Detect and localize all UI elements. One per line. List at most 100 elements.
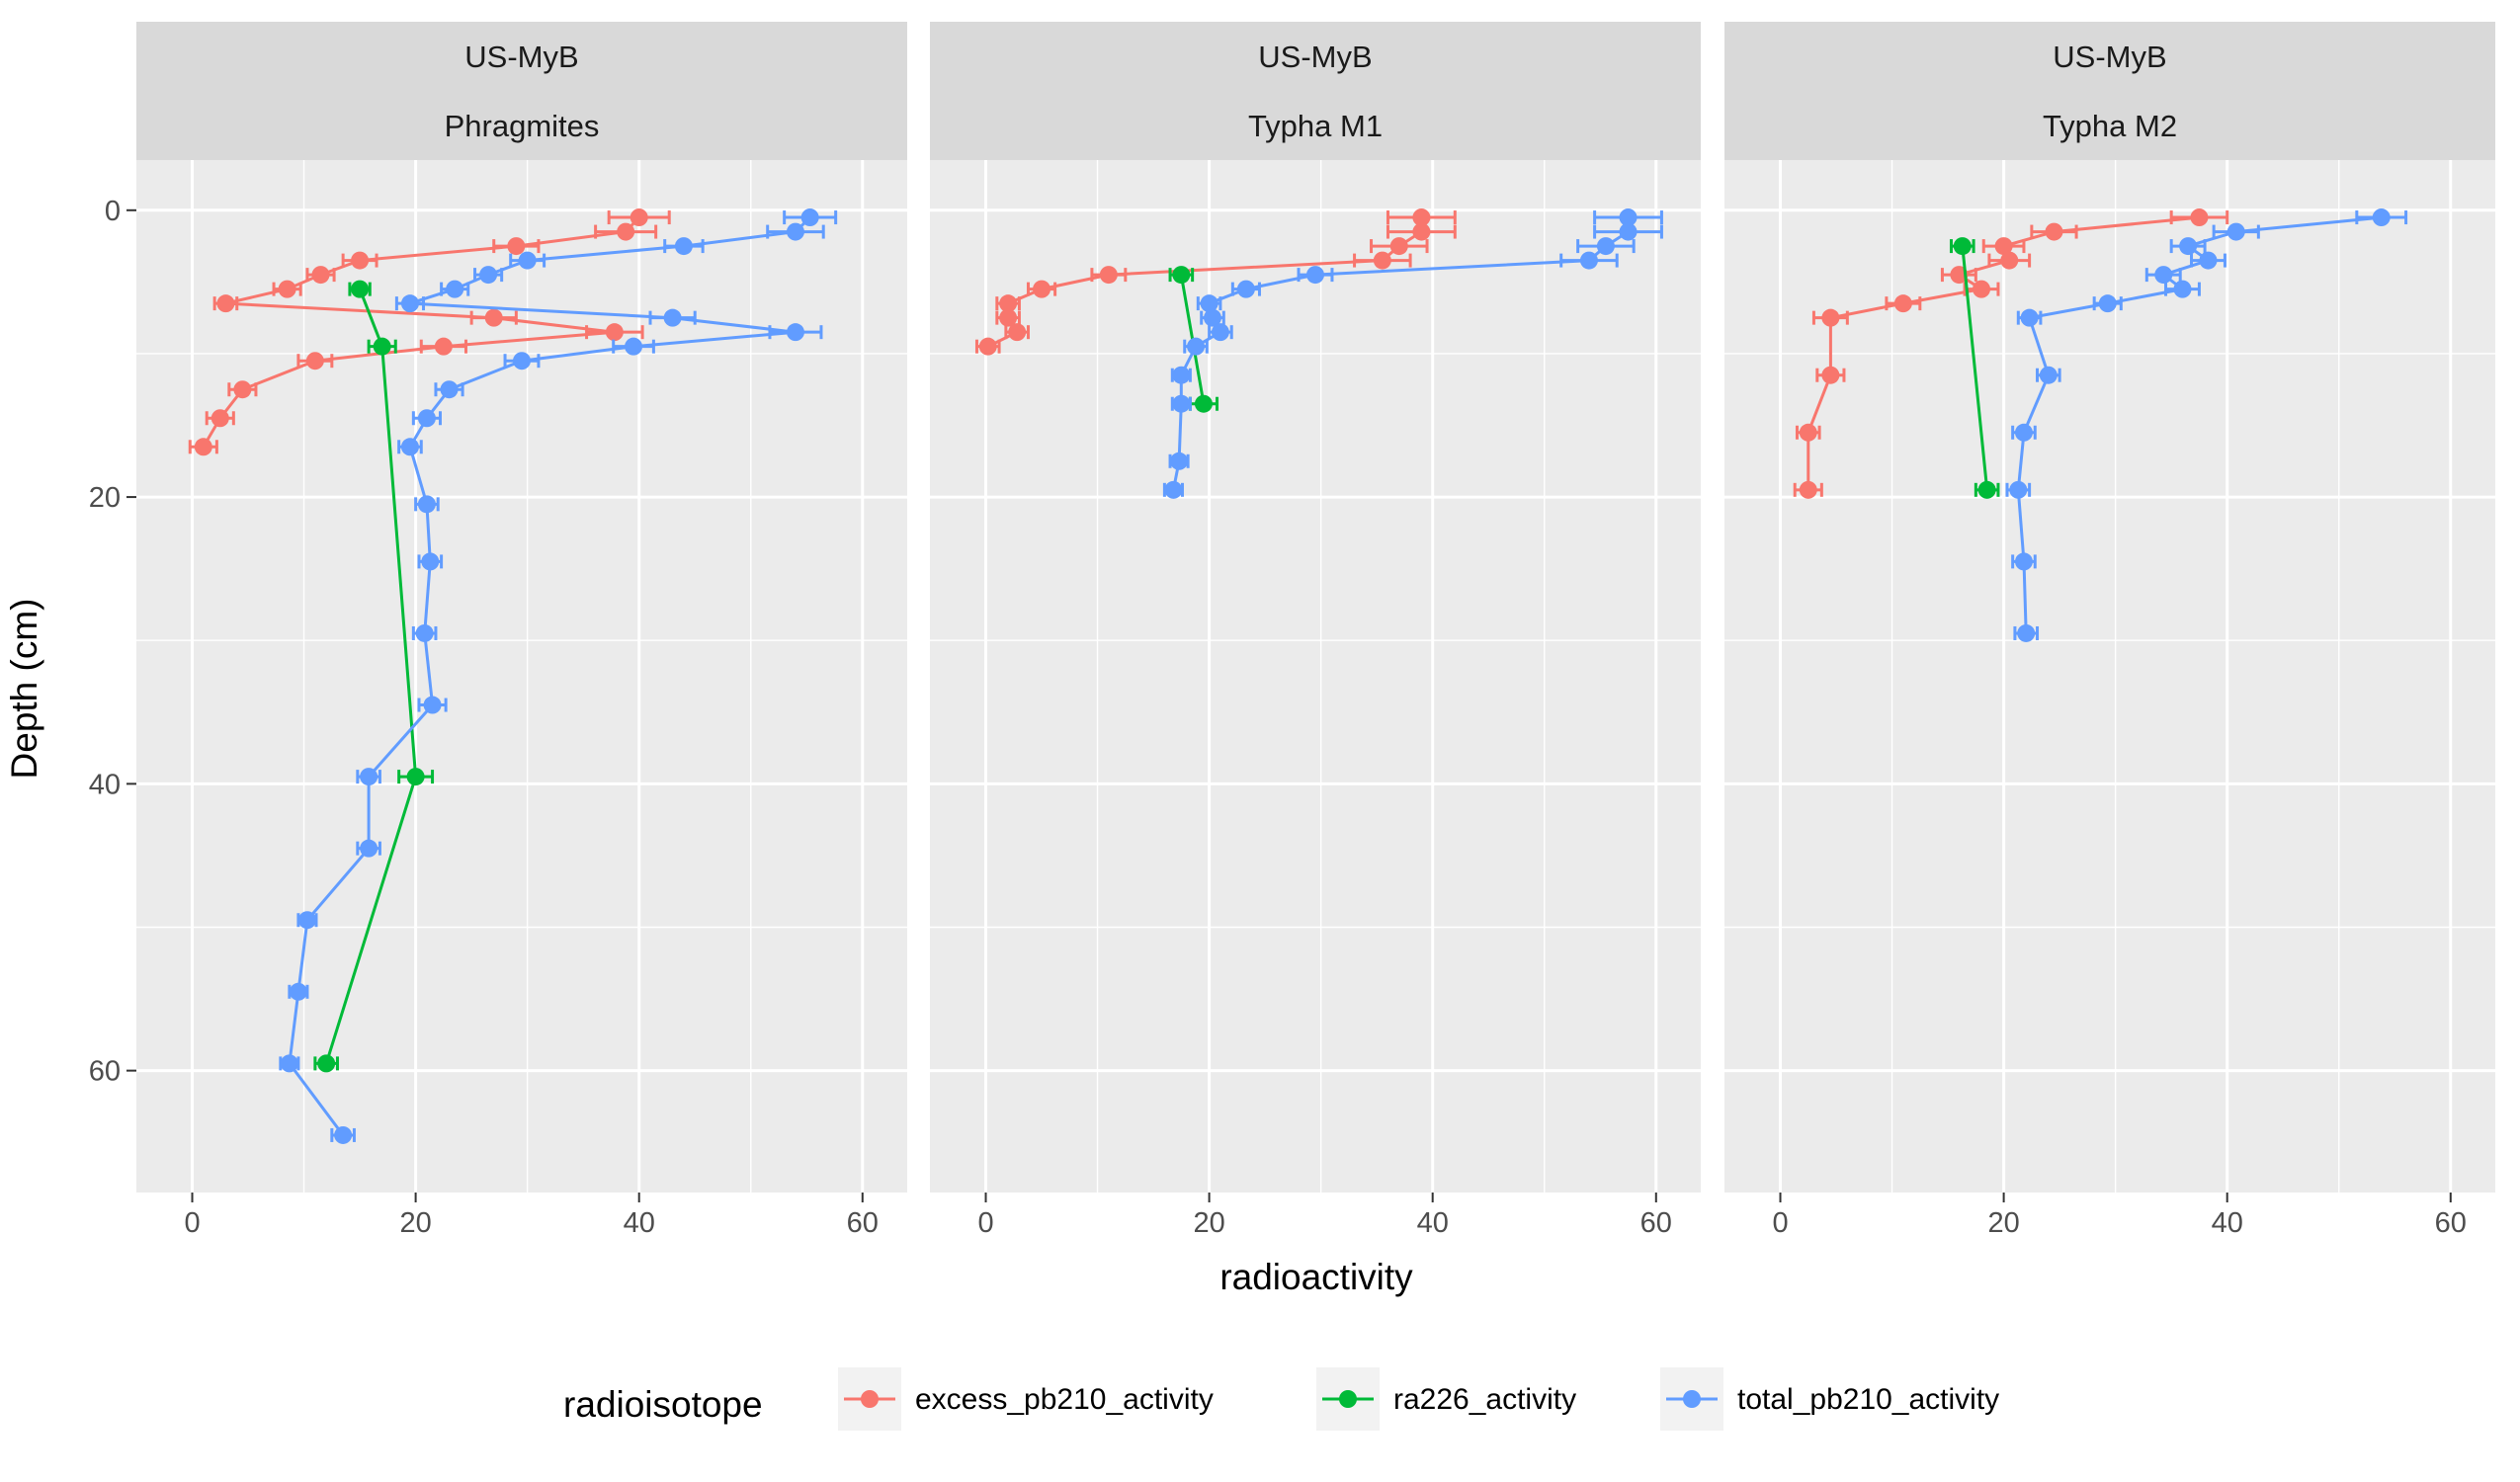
data-point [289, 982, 307, 1001]
data-point [278, 280, 296, 298]
strip-top-bg [930, 22, 1701, 91]
data-point [1373, 251, 1391, 270]
data-point [2017, 623, 2036, 642]
strip-top-bg [1724, 22, 2495, 91]
data-point [2154, 266, 2173, 285]
legend-label: total_pb210_activity [1737, 1383, 1999, 1416]
data-point [1172, 394, 1191, 413]
data-point [1008, 323, 1027, 342]
x-tick-label: 20 [399, 1207, 431, 1239]
x-tick-label: 40 [1417, 1207, 1449, 1239]
data-point [440, 380, 459, 399]
data-point [1799, 423, 1817, 442]
legend-label: ra226_activity [1393, 1383, 1576, 1416]
facet-panel-3: US-MyB Typha M2 0 20 40 60 [1724, 22, 2495, 1239]
data-point [2173, 280, 2192, 298]
series-line [1961, 245, 1989, 490]
strip-bottom-label: Phragmites [445, 109, 600, 143]
data-point [210, 409, 229, 428]
data-point [625, 337, 643, 356]
x-tick-label: 40 [624, 1207, 655, 1239]
legend-label: excess_pb210_activity [915, 1383, 1214, 1416]
data-point [216, 294, 235, 313]
data-point [2179, 237, 2198, 256]
data-point [786, 323, 804, 342]
data-point [2020, 308, 2039, 327]
data-point [2000, 251, 2019, 270]
legend: radioisotope excess_pb210_activity ra226_a… [563, 1367, 1999, 1431]
series-total_pb210_activity [2005, 208, 2408, 642]
data-point [1172, 266, 1191, 285]
data-point [2014, 423, 2033, 442]
data-point [513, 352, 531, 370]
x-tick-label: 60 [847, 1207, 879, 1239]
data-point [334, 1125, 353, 1144]
data-point [1412, 222, 1431, 241]
strip-bottom-label: Typha M1 [1248, 109, 1383, 143]
strip-top-label: US-MyB [2053, 40, 2166, 74]
data-point [507, 237, 526, 256]
data-point [373, 337, 391, 356]
y-tick-label: 20 [89, 482, 121, 514]
facet-panel-1: US-MyB Phragmites 0 20 40 60 0 20 40 60 [89, 22, 907, 1239]
data-point [2190, 208, 2209, 227]
data-point [446, 280, 464, 298]
data-point [1619, 222, 1638, 241]
x-tick-label: 0 [977, 1207, 993, 1239]
data-point [417, 409, 436, 428]
x-tick-label: 0 [184, 1207, 200, 1239]
data-point [280, 1054, 298, 1073]
data-point [351, 280, 370, 298]
y-tick-label: 0 [105, 196, 121, 227]
data-point [999, 294, 1018, 313]
data-point [2009, 480, 2028, 499]
data-point [1306, 266, 1324, 285]
data-point [194, 438, 212, 456]
data-point [2199, 251, 2218, 270]
data-point [417, 495, 436, 514]
series-ra226_activity [1949, 237, 2000, 499]
data-point [1170, 452, 1189, 470]
data-point [423, 696, 442, 714]
strip-top-bg [136, 22, 907, 91]
data-point [1200, 294, 1218, 313]
data-point [1973, 280, 1990, 298]
y-tick-label: 60 [89, 1056, 121, 1088]
data-point [630, 208, 648, 227]
data-point [360, 768, 378, 786]
data-point [1596, 237, 1615, 256]
plot-background [1724, 160, 2495, 1193]
data-point [1893, 294, 1912, 313]
data-point [479, 266, 498, 285]
data-point [2372, 208, 2391, 227]
series-excess_pb210_activity [188, 208, 671, 456]
data-point [2098, 294, 2117, 313]
data-point [663, 308, 682, 327]
data-point [311, 266, 330, 285]
legend-key-point [1683, 1390, 1701, 1408]
data-point [1187, 337, 1206, 356]
legend-key-point [1339, 1390, 1357, 1408]
data-point [1412, 208, 1431, 227]
data-point [1579, 251, 1598, 270]
data-point [351, 251, 370, 270]
data-point [1953, 237, 1972, 256]
y-axis-title: Depth (cm) [4, 599, 44, 780]
series-excess_pb210_activity [1793, 208, 2229, 499]
plot-background [136, 160, 907, 1193]
data-point [1994, 237, 2013, 256]
legend-title: radioisotope [563, 1384, 763, 1425]
x-tick-label: 60 [2435, 1207, 2467, 1239]
data-point [2045, 222, 2063, 241]
series-excess_pb210_activity [974, 208, 1457, 356]
data-point [305, 352, 324, 370]
legend-key-point [861, 1390, 879, 1408]
data-point [1204, 308, 1221, 327]
strip-top-label: US-MyB [464, 40, 578, 74]
x-axis-title: radioactivity [1219, 1257, 1413, 1297]
data-point [1099, 266, 1118, 285]
data-point [1619, 208, 1638, 227]
data-point [1799, 480, 1817, 499]
data-point [1194, 394, 1213, 413]
